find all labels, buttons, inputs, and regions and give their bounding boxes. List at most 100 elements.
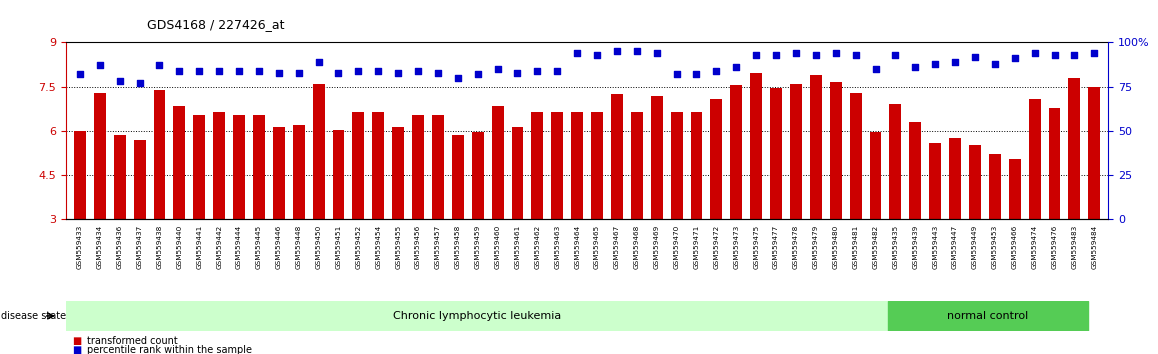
Point [548, 68, 566, 74]
Text: GSM559459: GSM559459 [475, 225, 481, 269]
Text: GSM559436: GSM559436 [117, 225, 123, 269]
Text: GSM559455: GSM559455 [395, 225, 401, 269]
Bar [989, 154, 1001, 219]
Text: ■: ■ [72, 345, 81, 354]
Bar [1009, 159, 1020, 219]
Bar [969, 145, 981, 219]
Point [151, 63, 169, 68]
Point [290, 70, 308, 75]
Bar [591, 112, 603, 219]
Bar [850, 93, 862, 219]
Point [846, 52, 865, 58]
Point [866, 66, 885, 72]
Point [906, 64, 924, 70]
Bar [809, 75, 822, 219]
Bar [154, 90, 166, 219]
Bar [710, 98, 723, 219]
Bar [950, 138, 961, 219]
Text: GSM559464: GSM559464 [574, 225, 580, 269]
Text: GSM559454: GSM559454 [375, 225, 381, 269]
Point [110, 79, 129, 84]
Point [349, 68, 367, 74]
Point [250, 68, 269, 74]
Text: Chronic lymphocytic leukemia: Chronic lymphocytic leukemia [393, 311, 560, 321]
Bar [830, 82, 842, 219]
Text: GSM559449: GSM559449 [972, 225, 979, 269]
Point [210, 68, 228, 74]
Point [886, 52, 904, 58]
Bar [313, 84, 324, 219]
Point [807, 52, 826, 58]
Point [687, 72, 705, 77]
Text: transformed count: transformed count [87, 336, 177, 346]
Text: GSM559477: GSM559477 [774, 225, 779, 269]
Bar [690, 112, 703, 219]
Point [946, 59, 965, 65]
Text: GSM559445: GSM559445 [256, 225, 262, 269]
Bar [412, 115, 424, 219]
Bar [512, 127, 523, 219]
Bar [252, 115, 265, 219]
Point [647, 50, 666, 56]
Point [409, 68, 427, 74]
Bar [193, 115, 205, 219]
Bar [432, 115, 444, 219]
Bar [1048, 108, 1061, 219]
Bar [571, 112, 584, 219]
Bar [213, 112, 225, 219]
Text: GSM559461: GSM559461 [514, 225, 520, 269]
Text: GSM559447: GSM559447 [952, 225, 958, 269]
Bar [888, 301, 1089, 331]
Bar [393, 127, 404, 219]
Text: disease state: disease state [1, 311, 66, 321]
Point [727, 64, 746, 70]
Bar [74, 131, 86, 219]
Bar [611, 94, 623, 219]
Text: GSM559450: GSM559450 [316, 225, 322, 269]
Point [827, 50, 845, 56]
Point [767, 52, 785, 58]
Text: GSM559456: GSM559456 [415, 225, 422, 269]
Bar [870, 132, 881, 219]
Point [1085, 50, 1104, 56]
Point [309, 59, 328, 65]
Bar [651, 96, 662, 219]
Point [608, 48, 626, 54]
Bar [1069, 78, 1080, 219]
Text: percentile rank within the sample: percentile rank within the sample [87, 345, 251, 354]
Bar [492, 106, 504, 219]
Text: GSM559437: GSM559437 [137, 225, 142, 269]
Point [389, 70, 408, 75]
Point [508, 70, 527, 75]
Text: GSM559451: GSM559451 [336, 225, 342, 269]
Bar [750, 74, 762, 219]
Bar [373, 112, 384, 219]
Text: GSM559466: GSM559466 [1012, 225, 1018, 269]
Point [90, 63, 109, 68]
Text: GSM559482: GSM559482 [872, 225, 879, 269]
Bar [471, 132, 484, 219]
Bar [551, 112, 563, 219]
Text: GSM559473: GSM559473 [733, 225, 739, 269]
Point [747, 52, 765, 58]
Point [131, 80, 149, 86]
Bar [94, 93, 105, 219]
Text: GSM559468: GSM559468 [633, 225, 640, 269]
Text: GSM559480: GSM559480 [833, 225, 838, 269]
Point [1025, 50, 1043, 56]
Text: GSM559458: GSM559458 [455, 225, 461, 269]
Text: GSM559443: GSM559443 [932, 225, 938, 269]
Point [708, 68, 726, 74]
Text: GSM559433: GSM559433 [76, 225, 83, 269]
Point [567, 50, 586, 56]
Point [528, 68, 547, 74]
Bar [66, 301, 888, 331]
Text: GSM559442: GSM559442 [217, 225, 222, 269]
Point [926, 61, 945, 67]
Bar [731, 85, 742, 219]
Point [369, 68, 388, 74]
Text: GSM559467: GSM559467 [614, 225, 620, 269]
Text: GSM559478: GSM559478 [793, 225, 799, 269]
Point [428, 70, 447, 75]
Bar [452, 136, 464, 219]
